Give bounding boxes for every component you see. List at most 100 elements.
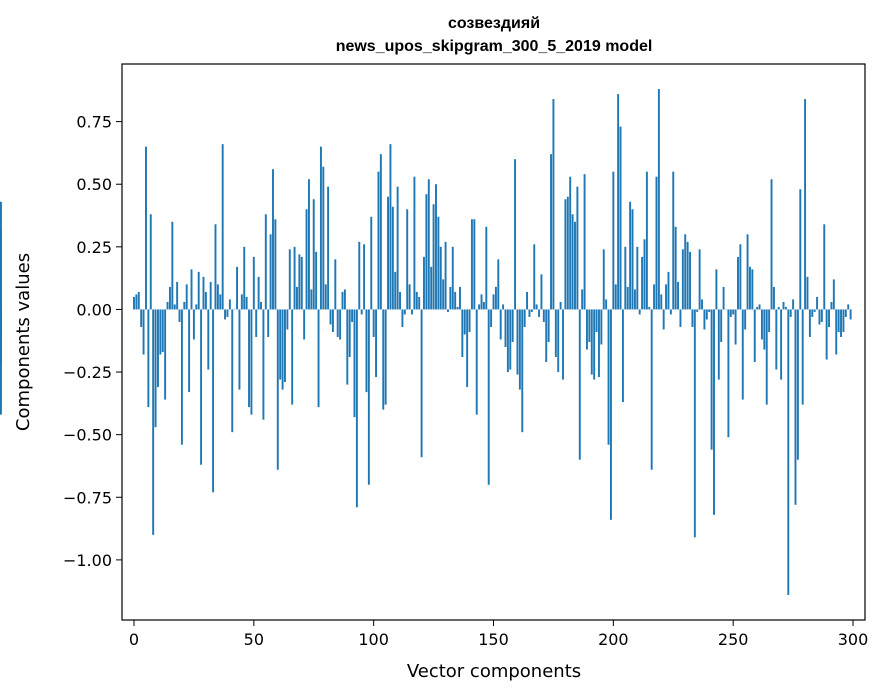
bar <box>442 279 445 310</box>
bar <box>842 309 845 332</box>
bar <box>135 294 138 310</box>
bar <box>149 214 152 310</box>
bar <box>837 309 840 332</box>
bar <box>571 214 574 310</box>
bar <box>717 309 720 380</box>
bar <box>310 289 313 310</box>
bar <box>133 296 135 310</box>
bar <box>267 309 270 337</box>
bar <box>674 226 677 310</box>
bar <box>710 309 713 450</box>
bar <box>722 286 725 310</box>
bar <box>439 246 442 310</box>
y-tick-label: −0.50 <box>63 426 112 445</box>
bar <box>780 309 783 380</box>
bar <box>514 159 517 310</box>
bar <box>281 309 284 390</box>
bar <box>384 309 387 405</box>
bar <box>365 309 368 393</box>
bar <box>461 309 464 358</box>
bar <box>363 244 366 310</box>
bar <box>264 214 267 310</box>
bar <box>331 309 334 332</box>
x-tick-label: 50 <box>244 630 264 649</box>
bar <box>137 291 140 310</box>
bar <box>473 219 476 310</box>
bar <box>219 294 222 310</box>
bar <box>216 284 219 310</box>
bar <box>794 309 797 505</box>
bar <box>828 309 831 327</box>
bar <box>154 309 157 428</box>
bar <box>633 289 636 310</box>
bar <box>705 309 708 320</box>
bar <box>145 146 147 310</box>
bar <box>382 309 385 410</box>
bar <box>691 309 694 327</box>
bar <box>494 286 497 310</box>
bar <box>212 309 215 493</box>
bar <box>677 281 680 310</box>
bar <box>751 269 754 310</box>
bar <box>480 294 483 310</box>
bar <box>502 304 505 310</box>
bar <box>679 309 682 327</box>
bar <box>463 309 466 335</box>
bar <box>355 309 358 508</box>
bar <box>638 309 641 315</box>
bar <box>298 254 301 310</box>
bar <box>435 184 437 310</box>
bar <box>406 209 409 310</box>
bar <box>756 306 759 310</box>
bar <box>804 99 807 310</box>
bar <box>497 259 500 310</box>
bar <box>286 309 289 330</box>
bar <box>171 221 174 310</box>
bar <box>260 301 262 310</box>
x-tick-label: 0 <box>129 630 139 649</box>
bar <box>684 234 687 310</box>
bar <box>142 309 145 355</box>
bar <box>214 224 217 310</box>
bar <box>662 309 665 330</box>
bar <box>641 256 644 310</box>
bar <box>840 309 842 337</box>
bar <box>152 309 155 535</box>
bar <box>583 174 586 310</box>
bar <box>650 309 653 470</box>
bar <box>444 241 447 310</box>
x-tick-label: 250 <box>718 630 749 649</box>
bar <box>686 241 689 310</box>
bar <box>339 309 342 340</box>
bar <box>521 309 524 433</box>
x-tick-label: 300 <box>838 630 869 649</box>
bar <box>528 309 531 317</box>
bar <box>605 299 608 310</box>
bar <box>816 296 819 310</box>
bar <box>228 299 231 310</box>
bar <box>777 306 780 310</box>
bar <box>576 186 579 310</box>
bar <box>475 309 478 415</box>
bar <box>324 284 327 310</box>
bar <box>631 209 634 310</box>
bar <box>293 246 296 310</box>
bar <box>296 286 298 310</box>
bar <box>413 176 416 310</box>
bar <box>547 309 550 342</box>
bar <box>329 309 332 325</box>
bar <box>312 199 315 310</box>
bar <box>173 304 176 310</box>
bar <box>200 309 203 465</box>
bar <box>737 256 739 310</box>
bar <box>255 309 258 337</box>
bar <box>607 309 610 445</box>
bar <box>408 284 411 310</box>
bar <box>506 309 509 373</box>
bar <box>789 309 792 317</box>
bar <box>303 309 306 340</box>
bar <box>770 179 773 310</box>
bar <box>236 266 239 310</box>
bar <box>327 186 330 310</box>
bar <box>588 309 591 342</box>
